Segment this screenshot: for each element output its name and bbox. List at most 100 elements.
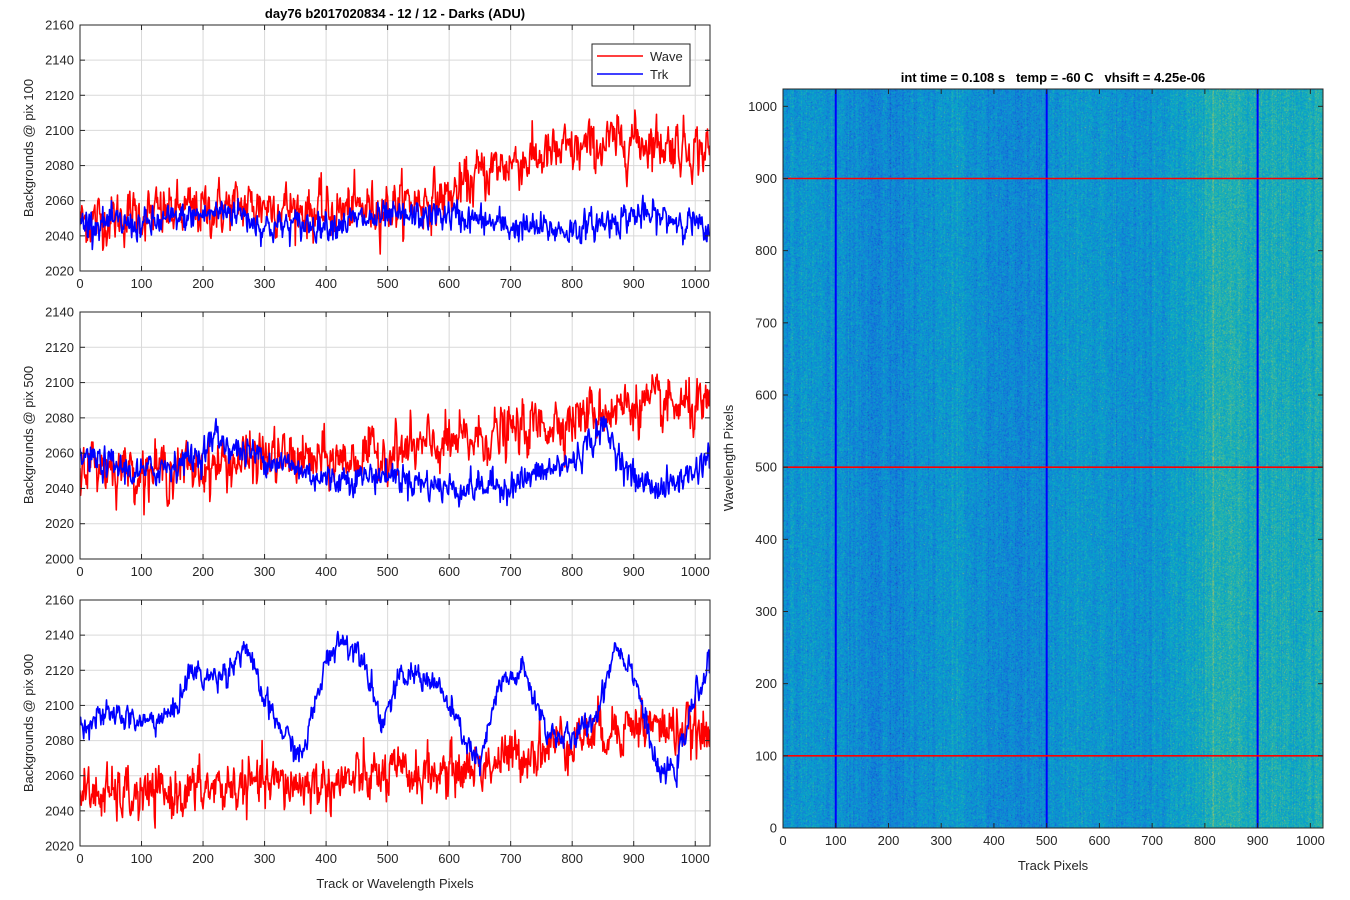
x-tick-label: 800 — [1194, 833, 1216, 848]
y-tick-label: 2120 — [45, 88, 74, 103]
y-tick-label: 500 — [755, 460, 777, 475]
panel-pix-500: 0 100 200 300 400 500 600 700 800 900 1000 2000 2020… — [21, 305, 711, 579]
heatmap-title: int time = 0.108 s temp = -60 C vhsift =… — [901, 70, 1206, 85]
y-tick-label: 2020 — [45, 516, 74, 531]
y-tick-label: 700 — [755, 315, 777, 330]
x-tick-label: 500 — [377, 564, 399, 579]
y-axis-label: Backgrounds @ pix 900 — [21, 654, 36, 792]
x-tick-label: 200 — [192, 851, 214, 866]
y-tick-label: 2120 — [45, 663, 74, 678]
axes-box — [79, 311, 711, 560]
x-tick-label: 1000 — [681, 564, 710, 579]
x-tick-label: 900 — [623, 851, 645, 866]
y-tick-label: 2000 — [45, 552, 74, 567]
x-tick-label: 300 — [254, 564, 276, 579]
x-tick-label: 300 — [254, 276, 276, 291]
y-tick-label: 2160 — [45, 593, 74, 608]
x-tick-label: 200 — [192, 276, 214, 291]
panel-heatmap: 0 100 200 300 400 500 600 700 800 900 1000 0 100 200 3… — [721, 70, 1325, 873]
y-axis-label: Backgrounds @ pix 500 — [21, 366, 36, 504]
y-tick-label: 2020 — [45, 264, 74, 279]
x-tick-label: 600 — [438, 851, 460, 866]
x-tick-label: 1000 — [1296, 833, 1325, 848]
series-line-trk — [80, 415, 710, 508]
y-tick-label: 2080 — [45, 158, 74, 173]
axes-box — [79, 599, 711, 847]
x-tick-label: 100 — [131, 851, 153, 866]
y-tick-label: 2140 — [45, 53, 74, 68]
series-line-wave — [80, 693, 710, 829]
ticks: 0 100 200 300 400 500 600 700 800 900 1000 2020 2040… — [45, 18, 710, 291]
y-axis-label: Wavelength Pixels — [721, 404, 736, 511]
x-tick-label: 900 — [623, 276, 645, 291]
series-line-wave — [80, 109, 710, 255]
y-tick-label: 2140 — [45, 305, 74, 320]
series-group — [80, 630, 710, 829]
x-tick-label: 100 — [825, 833, 847, 848]
x-axis-label: Track or Wavelength Pixels — [316, 876, 474, 891]
x-tick-label: 600 — [438, 276, 460, 291]
x-tick-label: 0 — [76, 851, 83, 866]
y-tick-label: 2100 — [45, 375, 74, 390]
x-tick-label: 200 — [192, 564, 214, 579]
x-tick-label: 600 — [1089, 833, 1111, 848]
y-tick-label: 2080 — [45, 733, 74, 748]
x-tick-label: 700 — [500, 851, 522, 866]
y-tick-label: 1000 — [748, 99, 777, 114]
y-tick-label: 2100 — [45, 698, 74, 713]
axes-box — [79, 24, 711, 272]
legend: Wave Trk — [591, 43, 691, 87]
series-line-trk — [80, 194, 710, 251]
y-tick-label: 2060 — [45, 193, 74, 208]
x-tick-label: 1000 — [681, 851, 710, 866]
y-tick-label: 2160 — [45, 18, 74, 33]
legend-label-wave: Wave — [650, 49, 683, 64]
x-tick-label: 100 — [131, 564, 153, 579]
x-tick-label: 500 — [377, 276, 399, 291]
x-tick-label: 900 — [1247, 833, 1269, 848]
y-tick-label: 200 — [755, 676, 777, 691]
legend-label-trk: Trk — [650, 67, 669, 82]
marker-lines — [783, 89, 1323, 828]
panel-pix-100: 0 100 200 300 400 500 600 700 800 900 1000 2020 2040… — [21, 6, 711, 291]
x-tick-label: 300 — [930, 833, 952, 848]
x-tick-label: 900 — [623, 564, 645, 579]
y-tick-label: 0 — [770, 821, 777, 836]
y-tick-label: 2080 — [45, 410, 74, 425]
y-tick-label: 400 — [755, 532, 777, 547]
y-tick-label: 2020 — [45, 839, 74, 854]
legend-box — [591, 43, 691, 87]
y-tick-label: 2040 — [45, 481, 74, 496]
series-group — [80, 373, 710, 516]
x-tick-label: 100 — [131, 276, 153, 291]
x-tick-label: 600 — [438, 564, 460, 579]
grid — [80, 600, 710, 846]
y-tick-label: 2120 — [45, 340, 74, 355]
heatmap-image — [783, 89, 1323, 828]
x-tick-label: 700 — [500, 564, 522, 579]
x-tick-label: 200 — [878, 833, 900, 848]
x-tick-label: 500 — [377, 851, 399, 866]
x-tick-label: 400 — [315, 276, 337, 291]
x-tick-label: 800 — [561, 276, 583, 291]
series-line-trk — [80, 630, 710, 789]
y-tick-label: 300 — [755, 604, 777, 619]
ticks: 0 100 200 300 400 500 600 700 800 900 1000 2020 2040… — [45, 593, 710, 866]
y-tick-label: 2060 — [45, 446, 74, 461]
x-tick-label: 0 — [779, 833, 786, 848]
panel-pix-900: 0 100 200 300 400 500 600 700 800 900 1000 2020 2040… — [21, 593, 711, 891]
x-tick-label: 400 — [315, 564, 337, 579]
x-tick-label: 0 — [76, 276, 83, 291]
x-tick-label: 1000 — [681, 276, 710, 291]
series-group — [80, 109, 710, 255]
chart-title: day76 b2017020834 - 12 / 12 - Darks (ADU… — [265, 6, 525, 21]
x-tick-label: 800 — [561, 851, 583, 866]
axes-box — [782, 88, 1324, 829]
x-tick-label: 700 — [1141, 833, 1163, 848]
y-tick-label: 2140 — [45, 628, 74, 643]
x-tick-label: 500 — [1036, 833, 1058, 848]
y-axis-label: Backgrounds @ pix 100 — [21, 79, 36, 217]
x-tick-label: 300 — [254, 851, 276, 866]
x-tick-label: 800 — [561, 564, 583, 579]
